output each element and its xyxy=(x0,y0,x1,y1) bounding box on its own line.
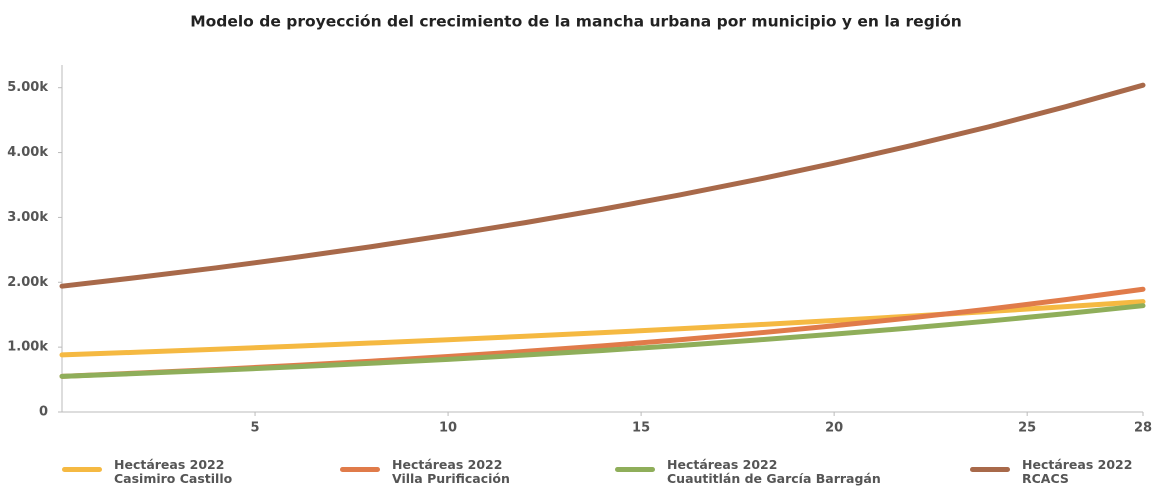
legend-item: Hectáreas 2022 RCACS xyxy=(970,458,1132,486)
legend-item: Hectáreas 2022 Villa Purificación xyxy=(340,458,510,486)
x-tick-label: 15 xyxy=(632,421,650,436)
x-tick-label: 28 xyxy=(1134,421,1152,436)
legend-item: Hectáreas 2022 Casimiro Castillo xyxy=(62,458,232,486)
y-tick-label: 4.00k xyxy=(7,145,48,160)
y-tick-label: 1.00k xyxy=(7,340,48,355)
legend-label: Hectáreas 2022 Villa Purificación xyxy=(392,457,510,486)
legend-label: Hectáreas 2022 Cuautitlán de García Barr… xyxy=(667,457,881,486)
y-tick-label: 3.00k xyxy=(7,210,48,225)
legend-label: Hectáreas 2022 Casimiro Castillo xyxy=(114,457,233,486)
legend-item: Hectáreas 2022 Cuautitlán de García Barr… xyxy=(615,458,881,486)
legend-swatch xyxy=(970,467,1010,472)
legend-swatch xyxy=(62,467,102,472)
x-tick-label: 5 xyxy=(251,421,260,436)
x-tick-label: 20 xyxy=(825,421,843,436)
x-tick-label: 10 xyxy=(439,421,457,436)
legend-swatch xyxy=(615,467,655,472)
chart-title: Modelo de proyección del crecimiento de … xyxy=(190,13,962,31)
y-tick-label: 2.00k xyxy=(7,275,48,290)
series-line xyxy=(59,303,1146,379)
legend-swatch xyxy=(340,467,380,472)
legend-label: Hectáreas 2022 RCACS xyxy=(1022,457,1133,486)
x-tick-label: 25 xyxy=(1018,421,1036,436)
y-tick-label: 0 xyxy=(39,405,48,420)
series-line xyxy=(59,82,1146,289)
y-tick-label: 5.00k xyxy=(7,80,48,95)
